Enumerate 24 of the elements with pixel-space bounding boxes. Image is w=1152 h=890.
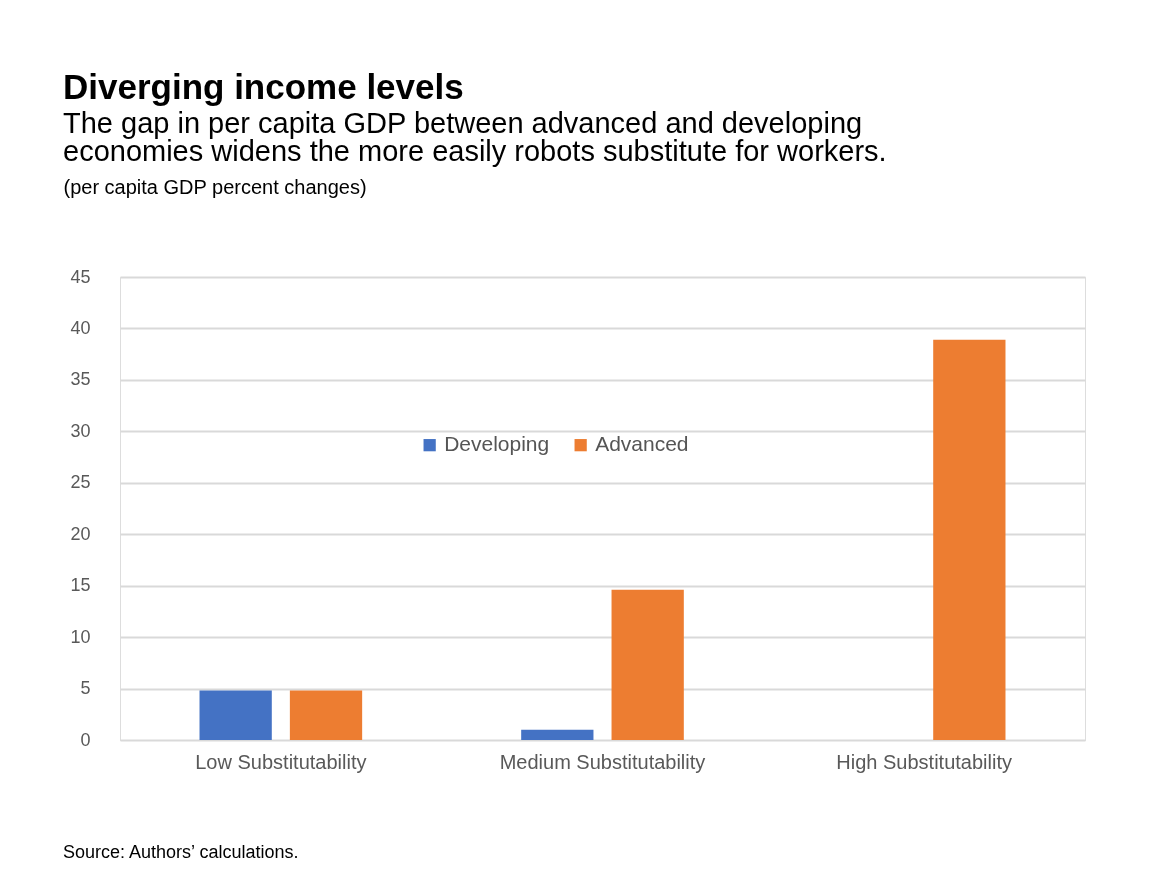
x-tick-label: Low Substitutability xyxy=(195,750,367,773)
bar xyxy=(611,589,684,740)
y-tick-label: 45 xyxy=(70,266,91,287)
y-tick-label: 5 xyxy=(80,678,91,699)
y-tick-label: 10 xyxy=(70,626,91,647)
y-tick-label: 0 xyxy=(80,729,91,750)
bar xyxy=(933,339,1006,740)
y-tick-label: 20 xyxy=(70,523,91,544)
y-axis-title: (per capita GDP percent changes) xyxy=(63,175,367,198)
bar xyxy=(199,690,272,740)
y-tick-label: 35 xyxy=(70,369,91,390)
source-note: Source: Authors’ calculations. xyxy=(63,842,299,862)
x-tick-label: Medium Substitutability xyxy=(499,750,706,773)
bar xyxy=(289,690,363,740)
legend-label: Advanced xyxy=(595,432,689,456)
bar xyxy=(521,729,594,740)
y-tick-label: 30 xyxy=(70,420,91,441)
y-tick-label: 40 xyxy=(70,317,91,338)
legend-label: Developing xyxy=(444,432,550,456)
y-tick-label: 25 xyxy=(70,472,91,493)
chart-title: Diverging income levels xyxy=(63,67,464,106)
y-tick-label: 15 xyxy=(70,575,91,596)
x-tick-label: High Substitutability xyxy=(836,750,1012,773)
chart-subtitle: The gap in per capita GDP between advanced and developing economies widens the more easily robots substitute for workers. xyxy=(63,107,887,167)
